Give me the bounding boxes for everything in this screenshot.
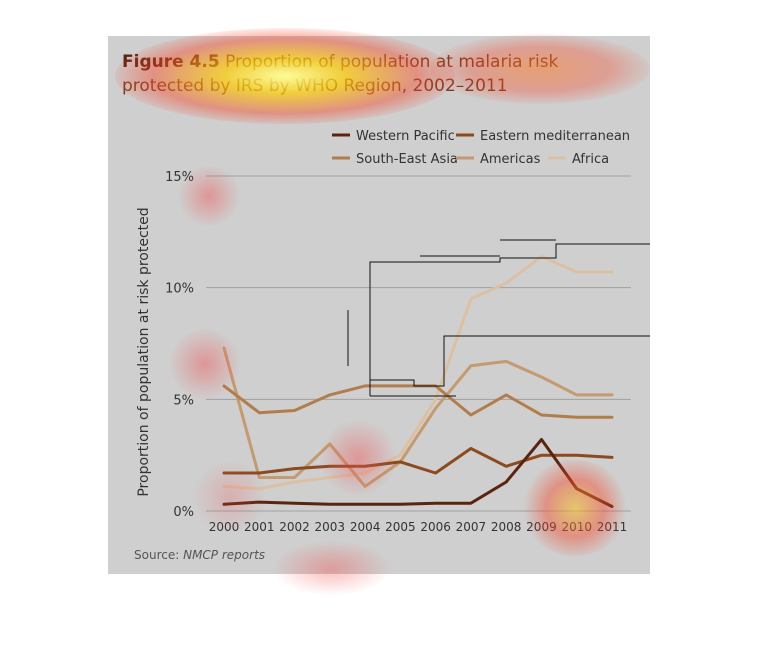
x-tick-label: 2001 — [244, 520, 275, 534]
x-tick-label: 2011 — [597, 520, 628, 534]
x-tick-label: 2004 — [350, 520, 381, 534]
x-tick-label: 2002 — [279, 520, 310, 534]
x-tick-label: 2003 — [315, 520, 346, 534]
y-tick-label: 0% — [173, 505, 194, 520]
series-line — [222, 447, 614, 475]
x-tick-label: 2006 — [420, 520, 451, 534]
series-line — [222, 346, 614, 488]
annotation-stroke — [369, 243, 650, 396]
legend-label: Eastern mediterranean — [480, 129, 630, 144]
source-text: NMCP reports — [183, 548, 266, 562]
x-tick-label: 2007 — [456, 520, 487, 534]
series-line — [222, 254, 614, 491]
source-note: Source: NMCP reports — [134, 548, 265, 562]
y-tick-label: 15% — [165, 170, 194, 185]
x-tick-label: 2010 — [561, 520, 592, 534]
legend-label: Americas — [480, 152, 541, 167]
annotation-stroke — [370, 335, 650, 387]
legend-label: South-East Asia — [356, 152, 458, 167]
x-tick-label: 2005 — [385, 520, 416, 534]
legend-label: Africa — [572, 152, 609, 167]
series-line — [222, 438, 614, 508]
legend-label: Western Pacific — [356, 129, 455, 144]
y-axis-label: Proportion of population at risk protect… — [136, 207, 152, 496]
y-tick-label: 5% — [173, 393, 194, 408]
x-tick-label: 2009 — [526, 520, 557, 534]
source-label: Source: — [134, 548, 180, 562]
y-tick-label: 10% — [165, 282, 194, 297]
x-tick-label: 2000 — [209, 520, 240, 534]
x-tick-label: 2008 — [491, 520, 522, 534]
series-line — [222, 384, 614, 419]
